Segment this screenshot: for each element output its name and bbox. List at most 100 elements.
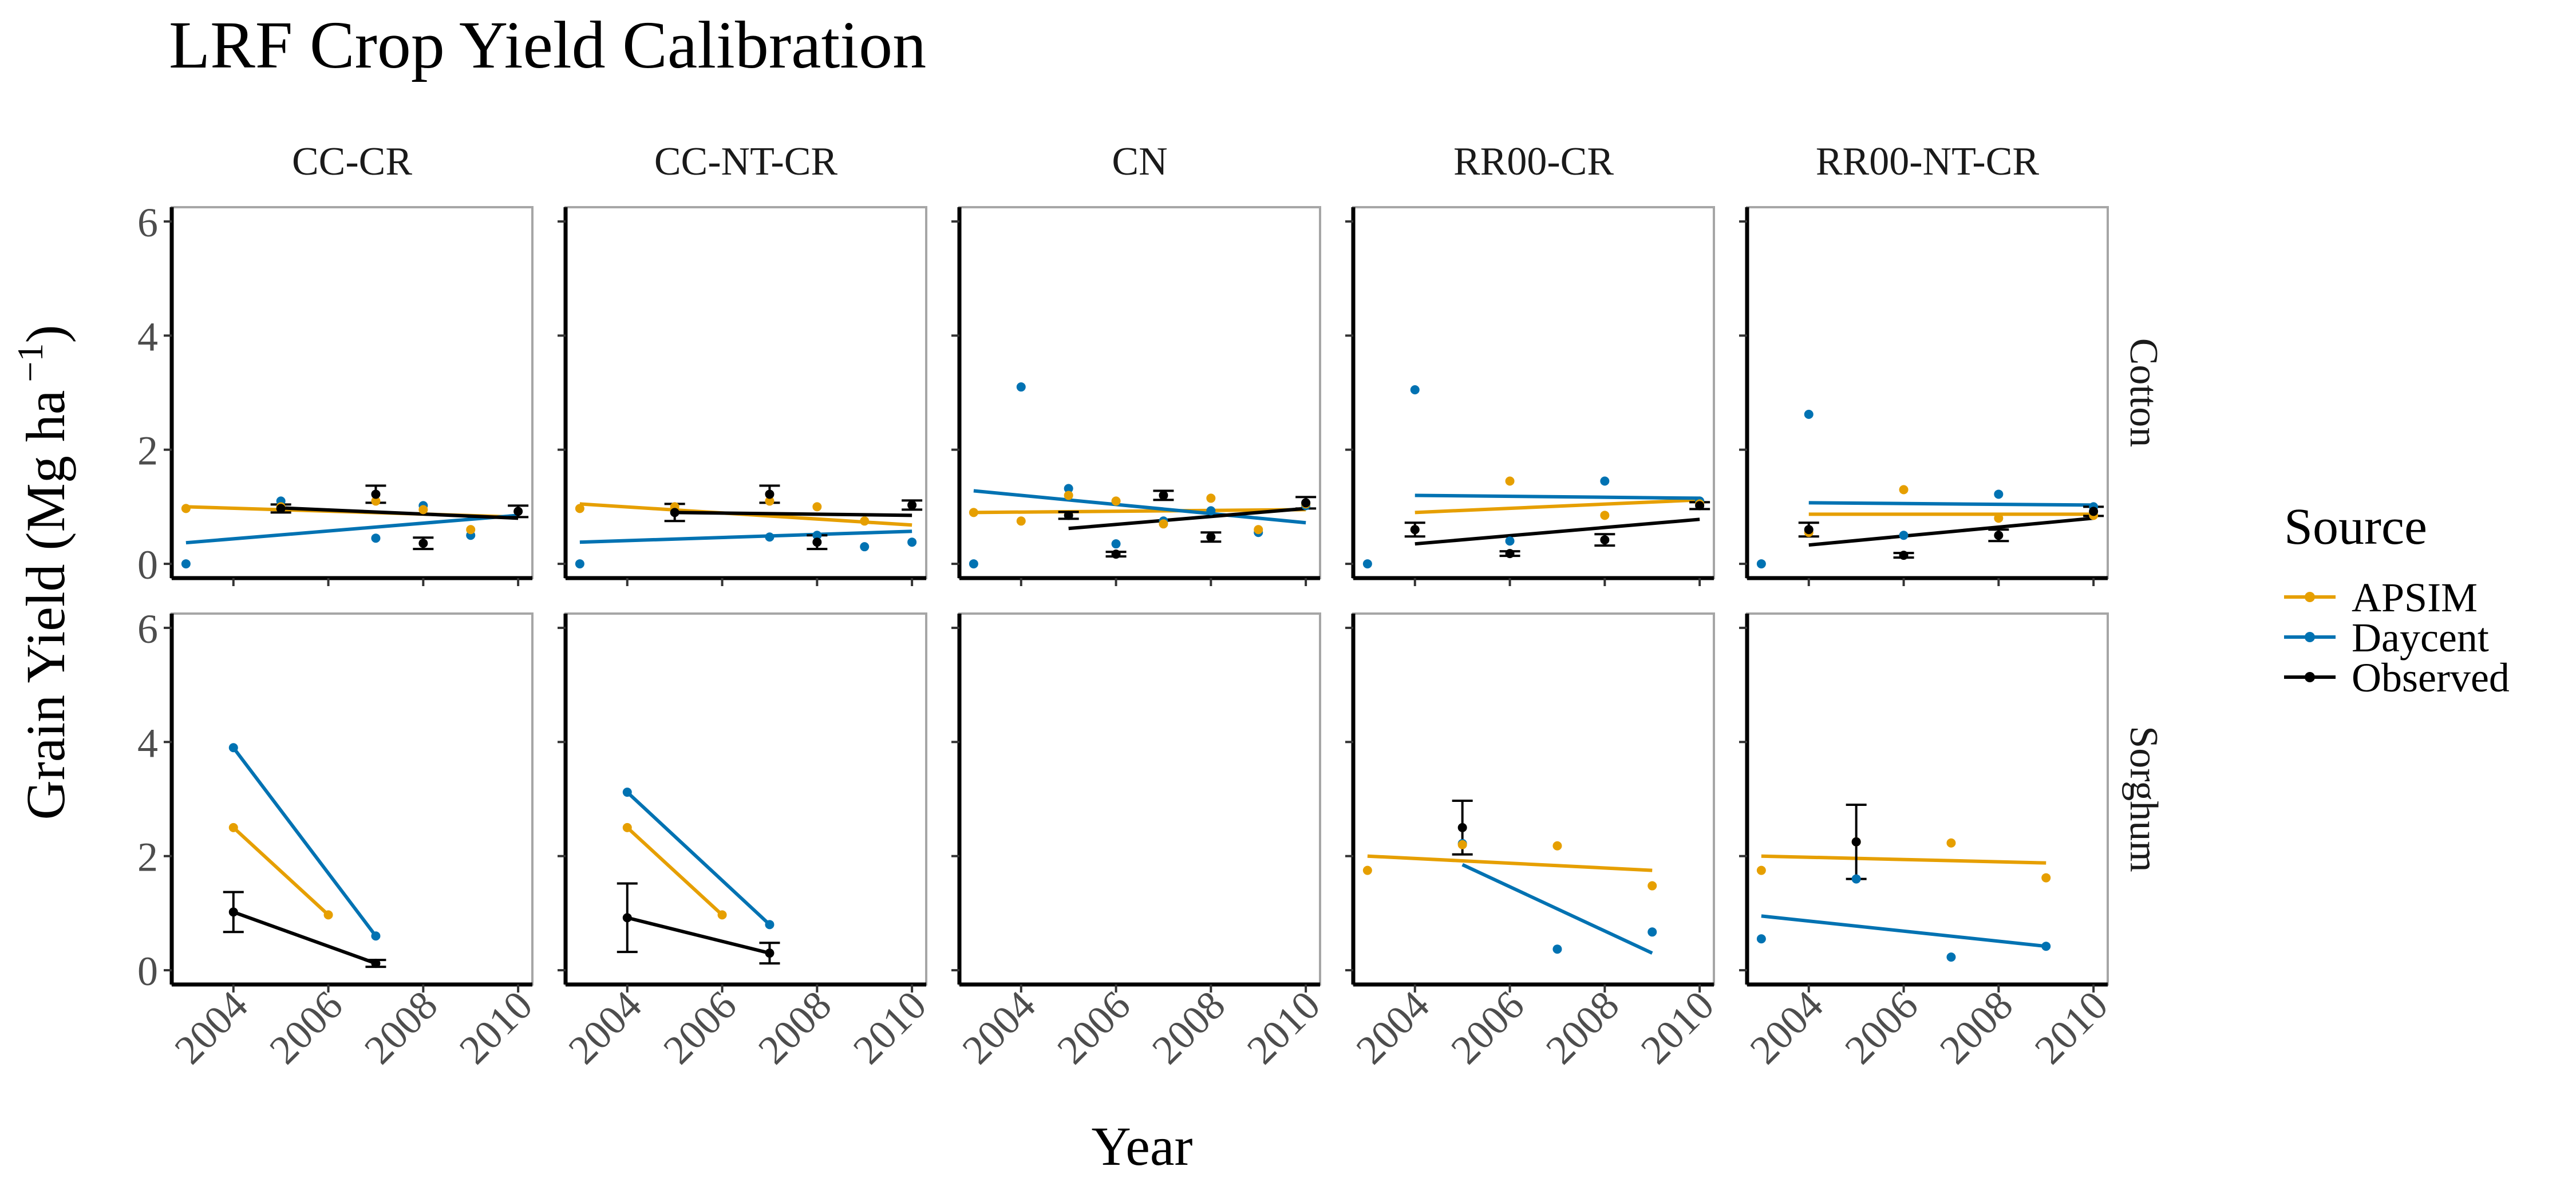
x-tick-label: 2008 [355,982,446,1073]
legend-label-observed: Observed [2352,655,2510,701]
apsim-point [2041,873,2051,883]
x-tick-label: 2006 [260,982,351,1073]
observed-point [418,539,428,548]
apsim-point [1600,511,1610,520]
daycent-fit-line [973,489,1306,525]
apsim-point [1552,841,1562,851]
daycent-point [2041,942,2051,951]
x-tick-label: 2006 [1048,982,1139,1073]
observed-point [2089,507,2099,516]
observed-point [1159,491,1168,500]
observed-point [622,913,632,923]
facet-column-label: CN [1112,140,1167,184]
facet-panel-CC-CR-Cotton: 0 2 4 6 [137,200,534,588]
apsim-point [1994,513,2004,523]
x-tick-label: 2004 [954,982,1044,1073]
apsim-point [860,516,870,526]
daycent-point [1552,944,1562,954]
observed-point [1600,535,1610,545]
panel-border [171,612,534,986]
observed-point [765,489,775,499]
apsim-point [1206,493,1216,503]
apsim-fit-line [626,826,724,916]
apsim-fit-line [1367,854,1653,872]
y-tick-label: 6 [137,200,158,246]
observed-fit-line [674,511,912,517]
legend-key-point [2305,592,2315,602]
apsim-point [1159,519,1168,529]
facet-column-label: RR00-CR [1453,140,1614,184]
apsim-point [1756,865,1766,875]
observed-point [371,489,381,499]
daycent-point [1851,874,1861,884]
facet-panel-CC-CR-Sorghum: 0 2 4 6 2004 2006 2008 2010 [137,606,541,1073]
daycent-point [1899,531,1909,540]
facet-column-label: CC-NT-CR [654,140,838,184]
legend-title: Source [2284,499,2427,555]
apsim-point [1064,491,1073,500]
x-tick-label: 2004 [166,982,256,1073]
apsim-point [1362,865,1372,875]
y-tick-label: 0 [137,948,158,994]
facet-panel-CN-Cotton [951,206,1321,586]
daycent-point [907,537,917,547]
apsim-point [323,910,333,920]
daycent-point [371,931,381,941]
y-axis-label: Grain Yield (Mg ha −1) [10,325,76,820]
observed-point [1899,551,1909,560]
apsim-point [1254,525,1263,535]
apsim-point [1899,485,1909,495]
x-tick-label: 2004 [1741,982,1832,1073]
x-tick-label: 2010 [451,982,541,1073]
facet-column-label: RR00-NT-CR [1816,140,2040,184]
observed-point [1410,525,1420,535]
observed-fit-line [1068,507,1306,531]
legend-key-point [2305,632,2315,642]
daycent-fit-line [626,790,771,926]
daycent-point [1600,476,1610,486]
daycent-point [1206,506,1216,516]
observed-point [1804,525,1814,535]
daycent-point [969,559,978,569]
x-tick-label: 2010 [844,982,935,1073]
observed-point [371,959,381,968]
observed-point [1457,823,1467,832]
apsim-point [1111,496,1121,506]
facet-panel-CN-Sorghum: 2004 2006 2008 2010 [951,612,1329,1073]
daycent-point [1410,385,1420,395]
facet-grid: CC-CR CC-NT-CR CN RR00-CR RR00-NT-CR Cotton So… [137,140,2166,1073]
y-axis-label-main: Grain Yield (Mg ha [15,390,76,820]
legend-label-daycent: Daycent [2352,615,2489,661]
x-tick-label: 2006 [1836,982,1926,1073]
daycent-fit-line [1808,501,2094,507]
x-tick-label: 2008 [749,982,840,1073]
apsim-point [1505,476,1515,486]
observed-point [1064,511,1073,520]
apsim-fit-line [973,508,1306,515]
apsim-point [1457,840,1467,849]
y-tick-label: 4 [137,720,158,766]
facet-row-label: Cotton [2121,338,2166,448]
x-tick-label: 2008 [1931,982,2021,1073]
daycent-point [1994,489,2004,499]
panel-border [1746,206,2109,579]
daycent-point [765,920,775,930]
daycent-point [575,559,584,569]
y-tick-label: 2 [137,428,158,474]
y-tick-label: 4 [137,314,158,359]
facet-panel-CC-NT-CR-Sorghum: 2004 2006 2008 2010 [558,612,935,1073]
daycent-point [1362,559,1372,569]
observed-point [1301,498,1311,508]
legend-label-apsim: APSIM [2352,575,2478,620]
daycent-point [622,788,632,797]
observed-point [907,500,917,510]
daycent-point [1804,409,1814,419]
apsim-point [228,823,238,832]
observed-point [1994,531,2004,540]
panel-border [1352,612,1715,986]
observed-fit-line [280,506,519,520]
observed-point [1206,532,1216,542]
